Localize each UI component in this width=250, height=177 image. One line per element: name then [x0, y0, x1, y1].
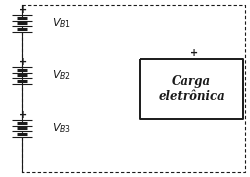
Text: Carga
eletrônica: Carga eletrônica: [158, 75, 225, 103]
Text: +: +: [19, 110, 27, 120]
Text: $V_{B1}$: $V_{B1}$: [52, 16, 71, 30]
Text: $V_{B3}$: $V_{B3}$: [52, 121, 71, 135]
Text: $V_{B2}$: $V_{B2}$: [52, 68, 71, 82]
Text: +: +: [19, 5, 27, 15]
Text: +: +: [19, 57, 27, 67]
Text: +: +: [190, 48, 198, 58]
